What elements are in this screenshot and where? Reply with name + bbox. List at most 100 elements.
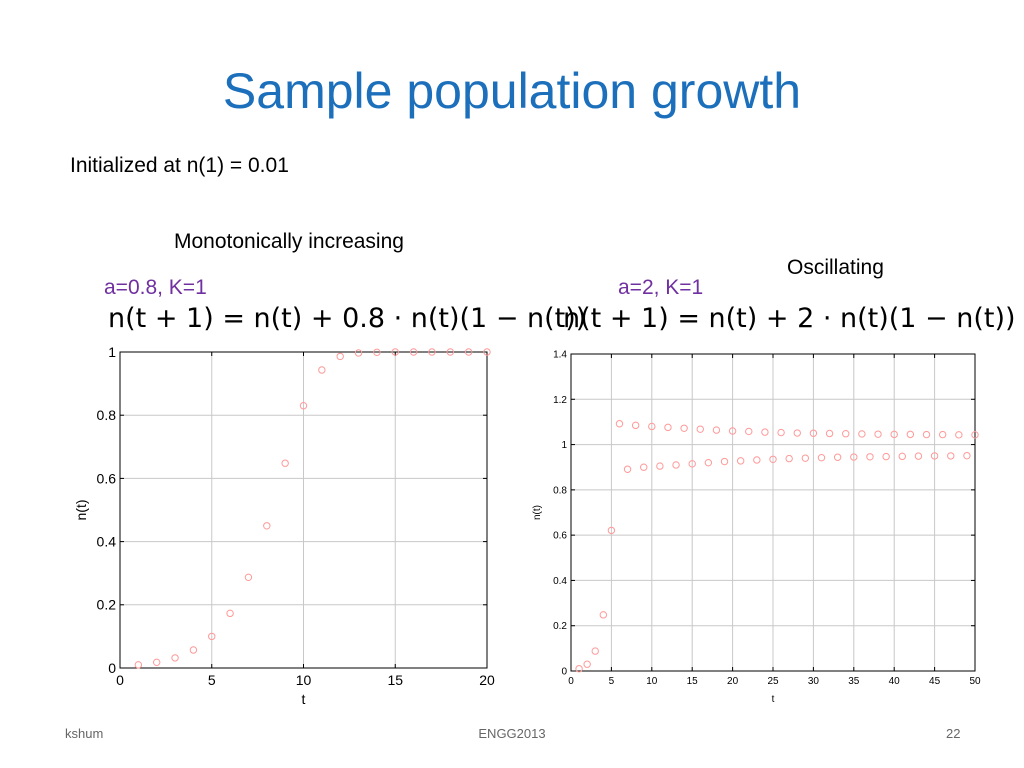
left-data-point: [446, 348, 454, 356]
left-equation: n(t + 1) = n(t) + 0.8 · n(t)(1 − n(t)): [108, 303, 587, 334]
right-data-point: [736, 457, 745, 465]
right-x-axis-label: t: [772, 694, 775, 705]
right-y-tick-label: 0.2: [553, 621, 567, 632]
right-y-tick-label: 0: [561, 667, 567, 678]
right-data-point: [850, 453, 858, 461]
right-data-point: [640, 463, 648, 471]
left-data-point: [244, 573, 253, 582]
left-x-tick-label: 10: [296, 672, 312, 688]
right-data-point: [947, 452, 955, 460]
left-x-axis-label: t: [302, 691, 306, 707]
left-data-point: [281, 459, 289, 467]
left-data-point: [263, 522, 271, 530]
right-x-tick-label: 10: [646, 676, 658, 687]
right-data-point: [607, 526, 616, 535]
left-chart-caption: Monotonically increasing: [174, 230, 404, 253]
right-data-point: [696, 425, 704, 433]
left-data-point: [354, 349, 363, 357]
left-data-point: [373, 348, 381, 357]
right-data-point: [906, 430, 915, 439]
right-data-point: [583, 660, 591, 668]
left-data-point: [226, 609, 234, 618]
right-data-point: [623, 465, 632, 473]
right-data-point: [955, 431, 963, 439]
right-data-point: [664, 423, 672, 432]
left-data-point: [464, 348, 473, 356]
right-data-point: [704, 458, 713, 467]
right-x-tick-label: 15: [687, 676, 699, 687]
right-data-point: [971, 431, 979, 439]
left-y-tick-label: 0: [108, 660, 116, 676]
right-x-tick-label: 45: [929, 676, 941, 687]
left-data-point: [428, 348, 436, 356]
right-x-tick-label: 40: [889, 676, 901, 687]
initialization-note: Initialized at n(1) = 0.01: [70, 154, 289, 177]
left-data-point: [336, 352, 344, 361]
right-chart: 0 5 10 15 20 25 30 35 40 45 50 0 0.2 0.4 0.6 0.8 1 1.2 1.4…: [532, 350, 981, 706]
right-x-tick-label: 0: [568, 676, 574, 687]
right-data-point: [825, 429, 834, 438]
left-x-tick-label: 5: [208, 672, 216, 688]
right-y-tick-label: 1.2: [553, 395, 567, 406]
right-data-point: [890, 430, 898, 439]
left-x-tick-label: 0: [116, 672, 124, 688]
right-data-point: [599, 611, 608, 619]
left-y-axis-label: n(t): [73, 500, 89, 521]
right-y-axis-label: n(t): [532, 505, 543, 520]
right-data-point: [728, 427, 737, 435]
right-data-point: [712, 426, 721, 434]
right-data-point: [745, 427, 753, 436]
left-x-tick-label: 20: [479, 672, 495, 688]
right-y-tick-label: 1: [561, 440, 567, 451]
right-data-point: [688, 460, 696, 468]
right-parameters: a=2, K=1: [618, 276, 704, 299]
right-data-point: [656, 462, 664, 470]
right-y-tick-label: 0.6: [553, 531, 567, 542]
right-data-point: [777, 428, 785, 437]
right-data-point: [833, 453, 842, 461]
right-data-point: [720, 457, 729, 466]
right-equation: n(t + 1) = n(t) + 2 · n(t)(1 − n(t)): [563, 303, 1016, 334]
left-data-point: [171, 654, 179, 662]
footer-page-number: 22: [946, 726, 961, 741]
left-x-tick-label: 15: [387, 672, 403, 688]
left-y-tick-label: 0.4: [97, 534, 117, 550]
right-data-point: [793, 429, 801, 437]
footer-author: kshum: [65, 726, 104, 741]
left-data-point: [153, 658, 161, 667]
right-x-tick-label: 50: [969, 676, 981, 687]
right-data-point: [631, 421, 640, 430]
right-x-tick-label: 20: [727, 676, 739, 687]
left-data-point: [208, 632, 216, 641]
right-data-point: [874, 430, 882, 438]
right-data-point: [963, 451, 971, 460]
footer-course: ENGG2013: [478, 726, 546, 741]
left-data-point: [134, 661, 143, 669]
right-x-tick-label: 25: [767, 676, 779, 687]
left-data-point: [189, 646, 198, 654]
right-data-point: [809, 429, 818, 437]
right-data-point: [769, 455, 777, 463]
right-data-point: [672, 461, 680, 469]
right-chart-caption: Oscillating: [787, 256, 884, 279]
right-data-point: [591, 647, 599, 655]
right-data-point: [680, 424, 688, 432]
left-parameters: a=0.8, K=1: [104, 276, 207, 299]
right-x-tick-label: 5: [609, 676, 615, 687]
right-data-point: [801, 454, 810, 462]
right-y-tick-label: 1.4: [553, 350, 567, 361]
right-data-point: [753, 456, 761, 464]
right-data-point: [575, 665, 583, 673]
right-data-point: [914, 452, 923, 460]
left-y-tick-label: 0.6: [97, 470, 117, 486]
right-data-point: [866, 453, 874, 461]
right-data-point: [817, 454, 826, 462]
right-data-point: [938, 430, 947, 439]
right-data-point: [648, 422, 656, 431]
right-data-point: [858, 430, 866, 438]
left-chart: 0 5 10 15 20 0 0.2 0.4 0.6 0.8 1 t n(t): [73, 344, 495, 707]
left-data-point: [483, 348, 491, 356]
right-y-tick-label: 0.4: [553, 576, 567, 587]
right-x-tick-label: 35: [848, 676, 860, 687]
